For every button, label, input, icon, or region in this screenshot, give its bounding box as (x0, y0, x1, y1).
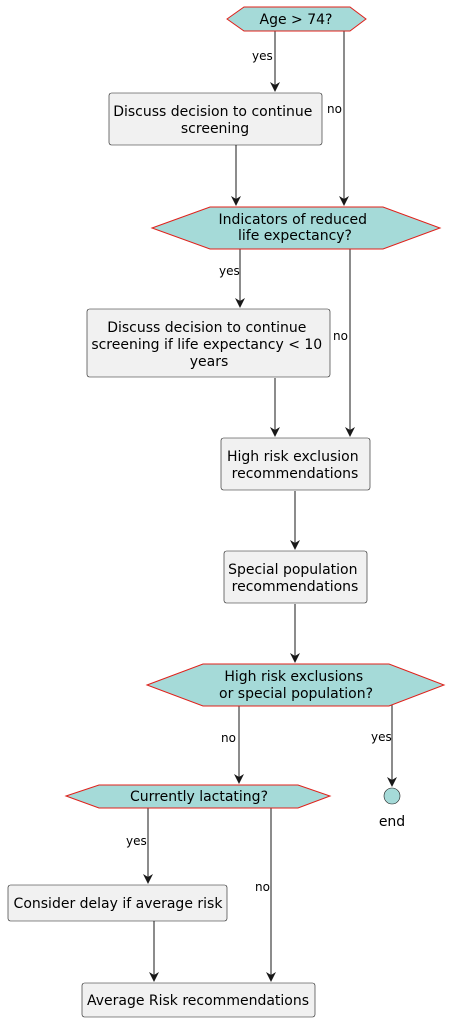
box-special-pop-rec-text: Special population recommendations (228, 562, 362, 595)
edges (143, 24, 397, 982)
decision-exclusions: High risk exclusions or special populati… (145, 663, 446, 707)
edge-label-excl-no: no (221, 731, 236, 745)
box-average-risk: Average Risk recommendations (81, 982, 316, 1018)
box-average-risk-text: Average Risk recommendations (87, 993, 309, 1009)
edge-label-lact-no: no (255, 880, 270, 894)
decision-reduced-life: Indicators of reduced life expectancy? (150, 206, 442, 250)
box-consider-delay-text: Consider delay if average risk (14, 896, 224, 912)
box-discuss-life-text: Discuss decision to continue screening i… (91, 320, 326, 370)
box-discuss-continue: Discuss decision to continue screening (108, 92, 323, 146)
box-high-risk-rec: High risk exclusion recommendations (220, 437, 371, 491)
edge-label-lact-yes: yes (126, 834, 147, 848)
decision-lactating: Currently lactating? (64, 784, 332, 809)
edge-label-excl-yes: yes (371, 730, 392, 744)
decision-reduced-life-text: Indicators of reduced life expectancy? (218, 212, 371, 244)
box-special-pop-rec: Special population recommendations (223, 550, 368, 604)
box-discuss-life: Discuss decision to continue screening i… (86, 308, 331, 378)
box-discuss-continue-text: Discuss decision to continue screening (113, 104, 317, 137)
edge-label-life-yes: yes (219, 264, 240, 278)
box-high-risk-rec-text: High risk exclusion recommendations (227, 449, 363, 482)
decision-exclusions-text: High risk exclusions or special populati… (219, 669, 373, 702)
decision-lactating-text: Currently lactating? (130, 789, 268, 805)
end-label: end (379, 814, 405, 830)
edge-label-age-yes: yes (252, 49, 273, 63)
decision-age-text: Age > 74? (260, 12, 333, 28)
edge-label-life-no: no (333, 329, 348, 343)
edge-label-age-no: no (327, 102, 342, 116)
edge-labels: yes no yes no no yes yes no (126, 49, 392, 894)
decision-age: Age > 74? (226, 6, 367, 32)
end-node: end (379, 787, 405, 830)
box-consider-delay: Consider delay if average risk (7, 884, 228, 922)
